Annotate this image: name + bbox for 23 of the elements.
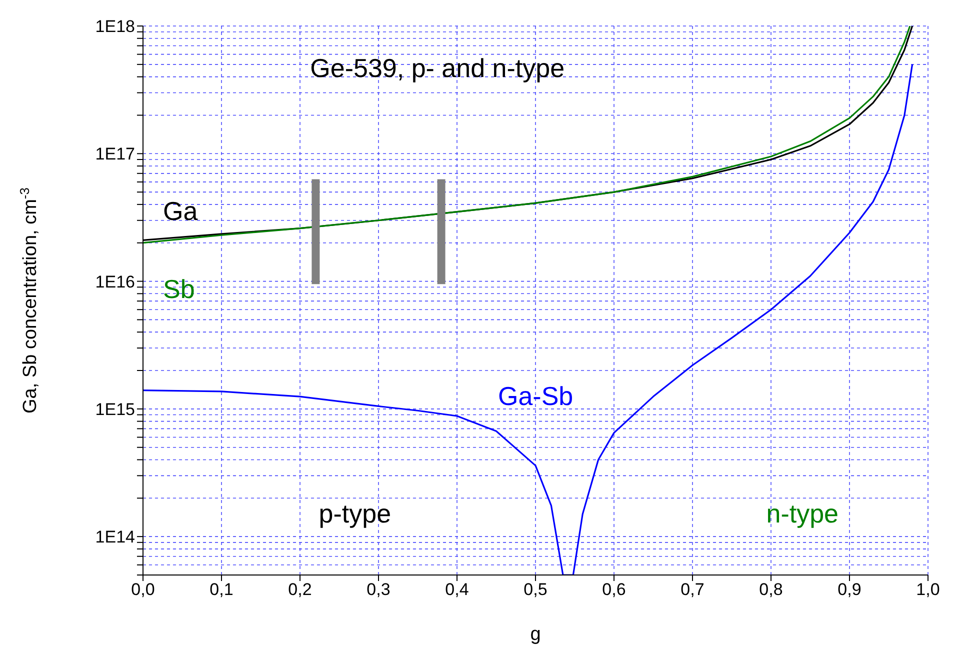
series-label: Sb <box>163 274 195 305</box>
x-tick-label: 0,5 <box>524 580 548 600</box>
annotation: p-type <box>318 498 392 530</box>
text: Ge-539, p- and n-type <box>309 53 566 84</box>
x-tick-label: 0,3 <box>366 580 390 600</box>
y-tick-label: 1E16 <box>95 272 135 292</box>
x-axis-title: g <box>530 624 541 645</box>
x-tick-label: 0,8 <box>759 580 783 600</box>
series-label: Ga <box>163 196 198 227</box>
x-tick-label: 0,9 <box>838 580 862 600</box>
x-tick-label: 0,1 <box>210 580 234 600</box>
y-tick-label: 1E15 <box>95 400 135 419</box>
x-tick-label: 0,7 <box>680 580 704 600</box>
y-tick-label: 1E18 <box>95 17 135 36</box>
x-tick-label: 0,0 <box>131 580 155 600</box>
series-label: Ga-Sb <box>498 381 574 412</box>
y-tick-label: 1E14 <box>95 528 135 547</box>
x-tick-label: 0,2 <box>288 580 312 600</box>
x-tick-label: 0,4 <box>445 580 469 600</box>
x-tick-label: 0,6 <box>602 580 626 600</box>
x-tick-label: 1,0 <box>916 580 940 600</box>
y-tick-label: 1E17 <box>95 144 135 164</box>
annotation: n-type <box>766 498 839 530</box>
